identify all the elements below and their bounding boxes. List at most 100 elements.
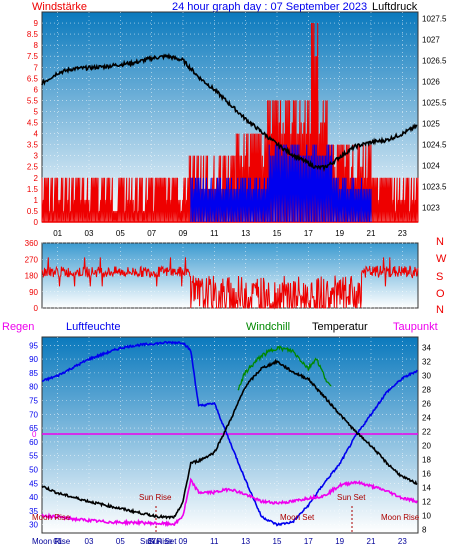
bottom-x-tick: 11 xyxy=(210,537,219,546)
bottom-x-tick: 09 xyxy=(179,537,188,546)
bottom-y-left-tick: 40 xyxy=(29,493,38,502)
bottom-y-left-tick: 35 xyxy=(29,507,38,516)
top-y-left-tick: 8.5 xyxy=(27,30,39,39)
avg-trace xyxy=(331,177,372,223)
bottom-y-right-tick: 8 xyxy=(422,526,427,535)
avg-trace xyxy=(190,177,270,223)
wind-direction-line xyxy=(41,257,419,310)
top-y-right-tick: 1026.5 xyxy=(422,56,447,65)
dewpoint-line xyxy=(41,477,418,528)
bottom-y-right-tick: 20 xyxy=(422,442,431,451)
bottom-y-left-tick: 85 xyxy=(29,369,38,378)
bottom-y-right-tick: 24 xyxy=(422,414,431,423)
humidity-title: Luftfeuchte xyxy=(66,321,120,333)
bottom-x-tick: 03 xyxy=(85,537,94,546)
bottom-x-axis: 01 03 05 07 09 11 13 15 17 19 21 23 xyxy=(53,537,407,546)
bottom-x-tick: 07 xyxy=(147,537,156,546)
top-y-left-tick: 3.5 xyxy=(27,141,39,150)
sun-set-annotation: Sun Set xyxy=(337,493,366,502)
temperature-title: Temperatur xyxy=(312,321,368,333)
bottom-y-left-tick: 80 xyxy=(29,383,38,392)
bottom-y-right-tick: 22 xyxy=(422,428,431,437)
top-y-left-tick: 0.5 xyxy=(27,207,39,216)
windchill-line xyxy=(237,345,332,391)
top-x-tick: 21 xyxy=(367,229,376,238)
mid-compass-letter: W xyxy=(436,253,447,265)
bottom-y-right-tick: 34 xyxy=(422,344,431,353)
top-x-tick: 09 xyxy=(179,229,188,238)
moon-set-annotation: Moon Set xyxy=(280,513,315,522)
rain-title: Regen xyxy=(2,321,34,333)
bottom-y-right-tick: 10 xyxy=(422,512,431,521)
top-y-left-tick: 4 xyxy=(34,130,39,139)
top-y-right-tick: 1023 xyxy=(422,203,440,212)
gust-trace xyxy=(370,177,419,223)
top-y-left-tick: 6 xyxy=(34,85,39,94)
top-y-right-axis: 1023 1023.5 1024 1024.5 1025 1025.5 1026 1026.5… xyxy=(422,14,447,212)
mid-compass-letter: N xyxy=(436,304,444,316)
mid-y-left-axis: 0 90 180 270 360 xyxy=(25,239,39,313)
top-y-left-tick: 1 xyxy=(34,196,39,205)
bottom-x-tick: 21 xyxy=(367,537,376,546)
bottom-x-tick: 15 xyxy=(273,537,282,546)
bottom-y-right-tick: 14 xyxy=(422,484,431,493)
bottom-y-right-tick: 12 xyxy=(422,498,431,507)
top-y-right-tick: 1024 xyxy=(422,161,440,170)
gust-trace xyxy=(235,133,269,223)
bottom-x-tick: 05 xyxy=(116,537,125,546)
top-y-right-tick: 1024.5 xyxy=(422,140,447,149)
header-right-label: Luftdruck xyxy=(372,1,418,13)
top-x-tick: 23 xyxy=(398,229,407,238)
top-x-tick: 15 xyxy=(273,229,282,238)
top-y-right-tick: 1026 xyxy=(422,77,440,86)
top-y-right-tick: 1025.5 xyxy=(422,98,447,107)
bottom-y-left-tick: 50 xyxy=(29,466,38,475)
avg-trace xyxy=(268,144,333,223)
bottom-y-left-tick: 60 xyxy=(29,438,38,447)
top-x-axis: 01 03 05 07 09 11 13 15 17 19 21 23 xyxy=(53,229,407,238)
mid-y-tick: 360 xyxy=(25,239,39,248)
header-title: 24 hour graph day : 07 September 2023 xyxy=(172,1,367,13)
top-y-left-tick: 8 xyxy=(34,41,39,50)
top-y-left-tick: 2.5 xyxy=(27,163,39,172)
bottom-y-right-axis: 8 10 12 14 16 18 20 22 24 26 28 30 32 34 xyxy=(422,344,431,535)
sun-rise-annotation: Sun Rise xyxy=(139,493,172,502)
bottom-y-left-tick: 45 xyxy=(29,479,38,488)
header-left-label: Windstärke xyxy=(32,1,87,13)
top-y-right-tick: 1027.5 xyxy=(422,14,447,23)
top-x-tick: 05 xyxy=(116,229,125,238)
bottom-y-left-tick: 95 xyxy=(29,341,38,350)
top-x-tick: 19 xyxy=(335,229,344,238)
humidity-line xyxy=(41,340,418,527)
top-y-left-axis: 0 0.5 1 1.5 2 2.5 3 3.5 4 4.5 5 5.5 6 6.5 7 7.5 8 8.5 9 xyxy=(27,19,39,227)
mid-compass-letter: O xyxy=(436,288,445,300)
top-x-tick: 11 xyxy=(210,229,219,238)
top-y-right-tick: 1027 xyxy=(422,35,440,44)
mid-y-tick: 270 xyxy=(25,255,39,264)
bottom-x-tick: 13 xyxy=(241,537,250,546)
top-y-right-tick: 1025 xyxy=(422,119,440,128)
top-x-tick: 07 xyxy=(147,229,156,238)
temperature-line xyxy=(41,358,418,520)
bottom-y-left-tick: 90 xyxy=(29,355,38,364)
bottom-y-right-tick: 18 xyxy=(422,456,431,465)
bottom-y-right-tick: 28 xyxy=(422,386,431,395)
bottom-x-tick: 01 xyxy=(53,537,62,546)
bottom-x-tick: 17 xyxy=(304,537,313,546)
pressure-line xyxy=(41,52,418,172)
top-y-left-tick: 6.5 xyxy=(27,74,39,83)
windchill-title: Windchill xyxy=(246,321,290,333)
mid-compass-letter: S xyxy=(436,271,443,283)
top-y-left-tick: 5.5 xyxy=(27,96,39,105)
top-y-left-tick: 5 xyxy=(34,107,39,116)
dewpoint-title: Taupunkt xyxy=(393,321,438,333)
top-y-left-tick: 7.5 xyxy=(27,52,39,61)
mid-y-tick: 0 xyxy=(34,304,39,313)
bottom-y-left-tick: 75 xyxy=(29,396,38,405)
moon-rise-right-annotation: Moon Rise xyxy=(381,513,420,522)
gust-trace xyxy=(41,177,190,223)
wind-avg-series xyxy=(190,144,372,223)
bottom-y-right-tick: 32 xyxy=(422,358,431,367)
bottom-x-tick: 19 xyxy=(335,537,344,546)
